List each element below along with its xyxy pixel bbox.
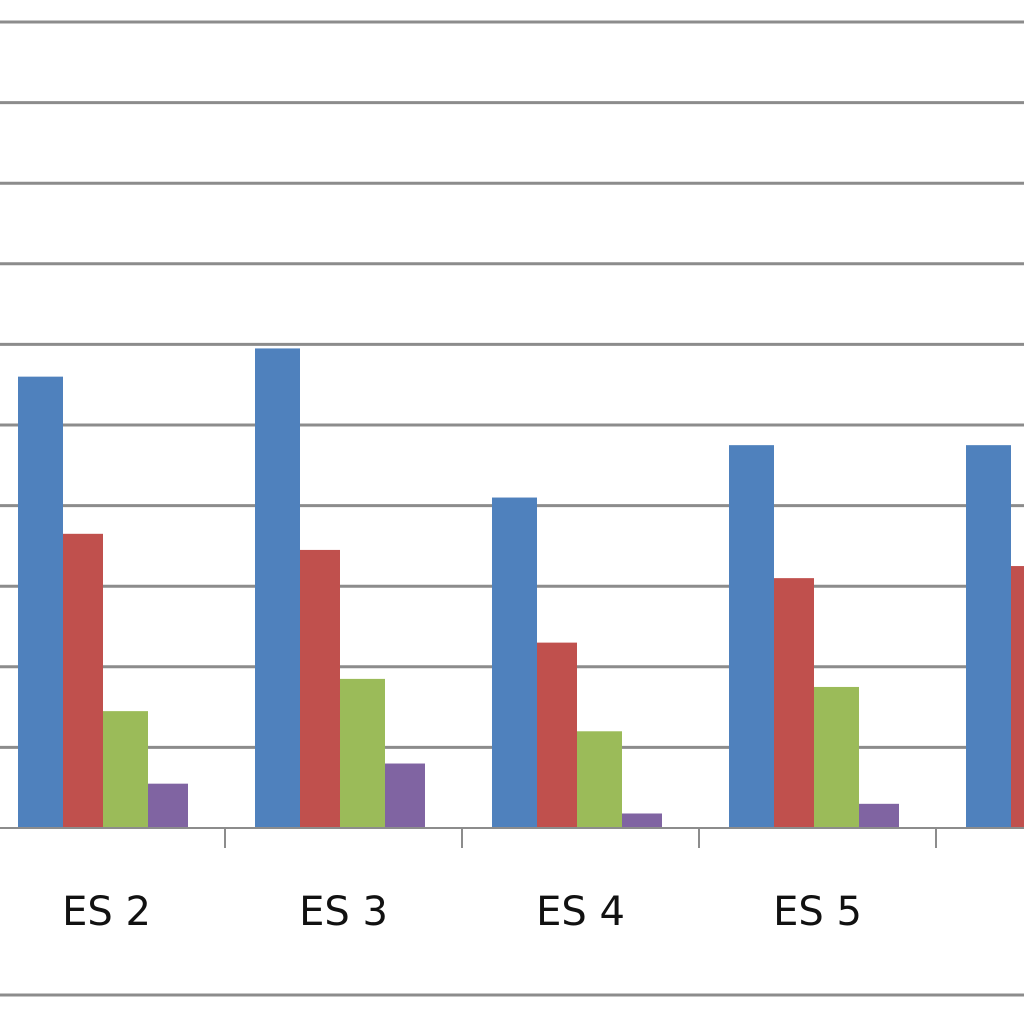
bar xyxy=(340,678,385,828)
x-tick-label: ES 5 xyxy=(773,889,862,935)
x-axis-ticks xyxy=(224,828,937,848)
bar xyxy=(814,686,859,828)
bar xyxy=(577,731,622,828)
bar xyxy=(966,445,1011,828)
bar xyxy=(1011,566,1024,828)
bar xyxy=(492,497,537,828)
bars xyxy=(18,348,1024,828)
bar xyxy=(385,763,425,828)
x-tick-label: ES 2 xyxy=(62,889,151,935)
bar xyxy=(103,711,148,828)
bar xyxy=(622,813,662,828)
bar xyxy=(255,348,300,828)
bar xyxy=(537,642,577,828)
bar xyxy=(63,533,103,828)
gridlines xyxy=(0,20,1024,749)
x-axis-tick-labels: ES 2ES 3ES 4ES 5E xyxy=(62,889,862,935)
x-tick-label: ES 3 xyxy=(299,889,388,935)
bar xyxy=(774,578,814,828)
bar xyxy=(300,549,340,828)
bar xyxy=(729,445,774,828)
bar xyxy=(859,803,899,828)
bar xyxy=(18,376,63,828)
bar xyxy=(148,783,188,828)
x-tick-label: ES 4 xyxy=(536,889,625,935)
